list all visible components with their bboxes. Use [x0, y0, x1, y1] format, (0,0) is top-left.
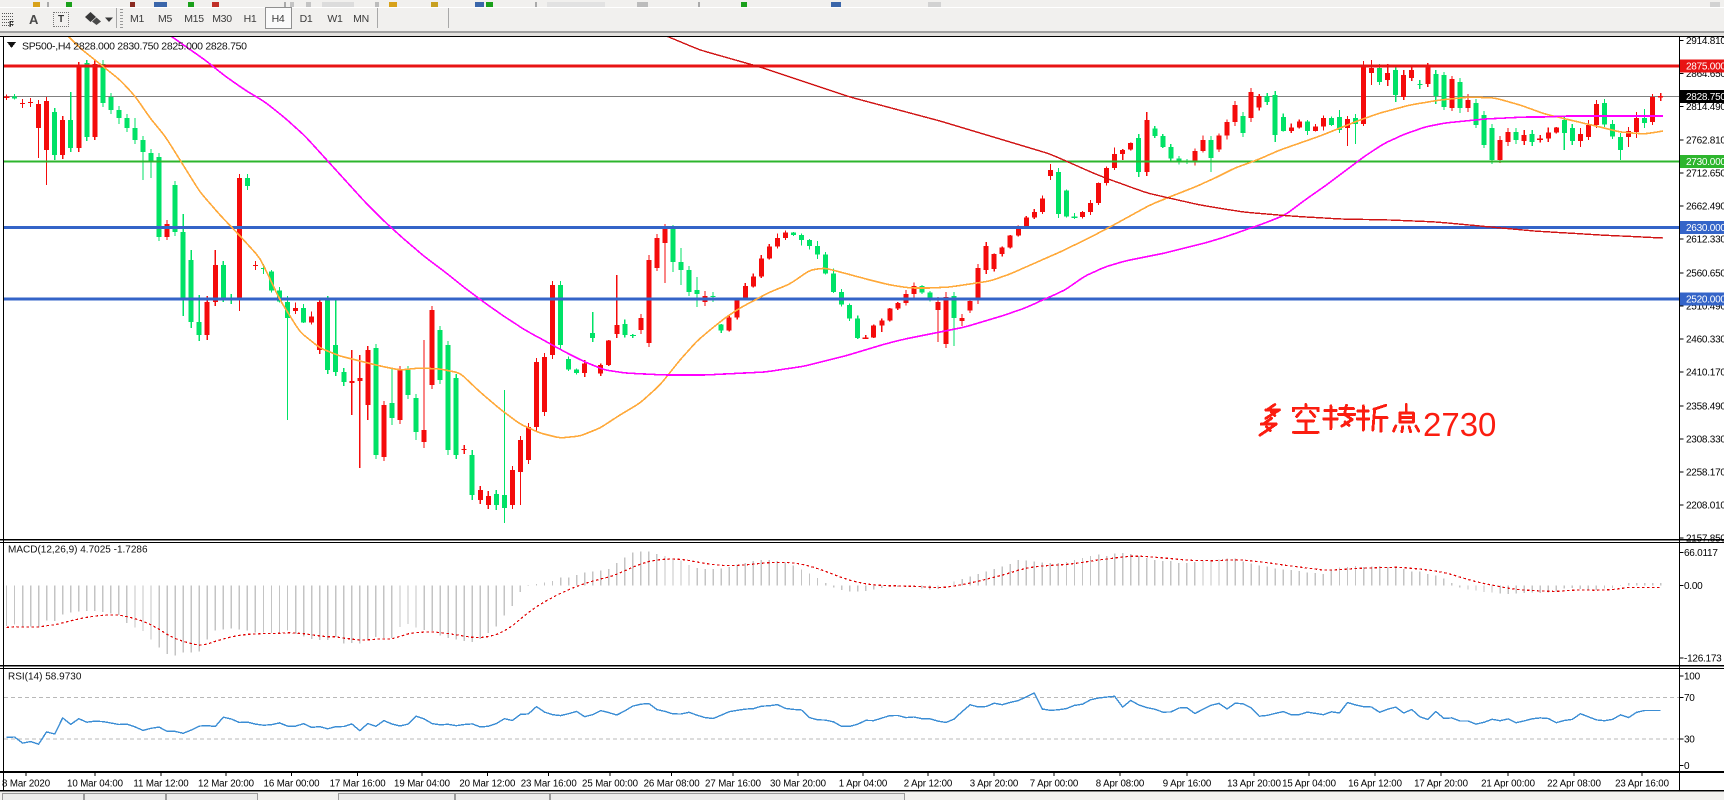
svg-text:25 Mar 00:00: 25 Mar 00:00 [582, 779, 639, 790]
svg-text:17 Mar 16:00: 17 Mar 16:00 [330, 779, 387, 790]
svg-text:22 Apr 08:00: 22 Apr 08:00 [1547, 779, 1601, 790]
svg-text:2712.650: 2712.650 [1686, 169, 1724, 180]
svg-text:10 Mar 04:00: 10 Mar 04:00 [67, 779, 124, 790]
svg-text:2828.750: 2828.750 [1686, 92, 1724, 103]
svg-text:1 Apr 04:00: 1 Apr 04:00 [839, 779, 888, 790]
svg-text:2410.170: 2410.170 [1686, 368, 1724, 379]
svg-text:RSI(14) 58.9730: RSI(14) 58.9730 [8, 672, 82, 683]
svg-text:2258.170: 2258.170 [1686, 467, 1724, 478]
svg-text:2730: 2730 [1423, 406, 1496, 443]
svg-text:30: 30 [1684, 735, 1695, 746]
svg-text:17 Apr 20:00: 17 Apr 20:00 [1414, 779, 1468, 790]
svg-text:2520.000: 2520.000 [1686, 295, 1724, 306]
svg-text:2864.650: 2864.650 [1686, 69, 1724, 80]
svg-text:2358.490: 2358.490 [1686, 402, 1724, 413]
svg-text:2208.010: 2208.010 [1686, 500, 1724, 511]
svg-text:2510.490: 2510.490 [1686, 302, 1724, 313]
svg-text:2814.490: 2814.490 [1686, 102, 1724, 113]
svg-text:11 Mar 12:00: 11 Mar 12:00 [133, 779, 189, 790]
svg-text:MACD(12,26,9) 4.7025 -1.7286: MACD(12,26,9) 4.7025 -1.7286 [8, 545, 148, 556]
svg-text:8 Apr 08:00: 8 Apr 08:00 [1096, 779, 1145, 790]
svg-text:16 Apr 12:00: 16 Apr 12:00 [1348, 779, 1402, 790]
svg-text:8 Mar 2020: 8 Mar 2020 [2, 779, 51, 790]
svg-text:2630.000: 2630.000 [1686, 223, 1724, 234]
svg-text:15 Apr 04:00: 15 Apr 04:00 [1282, 779, 1336, 790]
svg-text:19 Mar 04:00: 19 Mar 04:00 [394, 779, 451, 790]
svg-text:9 Apr 16:00: 9 Apr 16:00 [1163, 779, 1212, 790]
svg-text:2662.490: 2662.490 [1686, 202, 1724, 213]
svg-text:30 Mar 20:00: 30 Mar 20:00 [770, 779, 827, 790]
svg-text:27 Mar 16:00: 27 Mar 16:00 [705, 779, 762, 790]
svg-text:2612.330: 2612.330 [1686, 235, 1724, 246]
svg-text:3 Apr 20:00: 3 Apr 20:00 [970, 779, 1019, 790]
svg-text:100: 100 [1684, 672, 1701, 683]
svg-text:2875.000: 2875.000 [1686, 62, 1724, 73]
svg-text:2 Apr 12:00: 2 Apr 12:00 [904, 779, 953, 790]
svg-text:2460.330: 2460.330 [1686, 335, 1724, 346]
svg-text:0.00: 0.00 [1684, 581, 1703, 592]
svg-text:23 Apr 16:00: 23 Apr 16:00 [1615, 779, 1669, 790]
svg-text:2157.850: 2157.850 [1686, 533, 1724, 544]
svg-text:2762.810: 2762.810 [1686, 136, 1724, 147]
svg-text:16 Mar 00:00: 16 Mar 00:00 [264, 779, 321, 790]
svg-text:2560.650: 2560.650 [1686, 269, 1724, 280]
svg-text:SP500-,H4 2828.000 2830.750 2: SP500-,H4 2828.000 2830.750 2825.000 282… [22, 41, 247, 53]
svg-text:66.0117: 66.0117 [1684, 548, 1718, 559]
svg-text:26 Mar 08:00: 26 Mar 08:00 [644, 779, 701, 790]
svg-text:20 Mar 12:00: 20 Mar 12:00 [459, 779, 516, 790]
svg-text:13 Apr 20:00: 13 Apr 20:00 [1227, 779, 1281, 790]
svg-text:70: 70 [1684, 693, 1695, 704]
svg-text:0: 0 [1684, 761, 1690, 772]
svg-text:12 Mar 20:00: 12 Mar 20:00 [198, 779, 255, 790]
svg-text:2308.330: 2308.330 [1686, 434, 1724, 445]
svg-text:2914.810: 2914.810 [1686, 36, 1724, 47]
svg-text:7 Apr 00:00: 7 Apr 00:00 [1030, 779, 1079, 790]
svg-text:-126.173: -126.173 [1684, 654, 1722, 665]
svg-text:21 Apr 00:00: 21 Apr 00:00 [1481, 779, 1535, 790]
svg-text:2730.000: 2730.000 [1686, 157, 1724, 168]
svg-text:23 Mar 16:00: 23 Mar 16:00 [521, 779, 578, 790]
